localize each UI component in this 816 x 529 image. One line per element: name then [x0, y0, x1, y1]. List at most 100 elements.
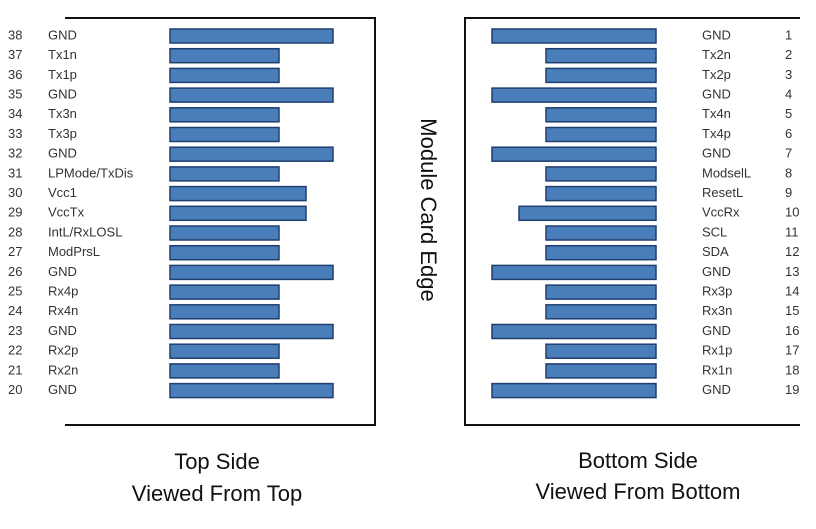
- pin-name: GND: [702, 27, 731, 42]
- pin-name: Tx3p: [48, 126, 77, 141]
- contact: [491, 146, 657, 162]
- contact: [169, 87, 334, 103]
- contact: [491, 264, 657, 281]
- bottom-frame: [464, 17, 800, 426]
- pin-number: 37: [8, 47, 22, 62]
- pin-name: GND: [702, 146, 731, 161]
- pin-number: 30: [8, 185, 22, 200]
- pin-number: 6: [785, 126, 792, 141]
- pin-number: 22: [8, 343, 22, 358]
- pin-name: VccTx: [48, 205, 85, 220]
- contact: [545, 126, 657, 143]
- pin-name: GND: [48, 27, 77, 42]
- pin-name: Rx3p: [702, 284, 732, 299]
- pin-name: SDA: [702, 244, 729, 259]
- contact: [169, 107, 280, 123]
- pin-name: Rx1p: [702, 343, 732, 358]
- card-edge-label: Module Card Edge: [416, 118, 441, 301]
- contact: [169, 382, 334, 399]
- contact: [518, 205, 657, 222]
- contact: [169, 47, 280, 64]
- pin-name: Vcc1: [48, 185, 77, 200]
- pin-name: Tx3n: [48, 106, 77, 121]
- pin-name: IntL/RxLOSL: [48, 224, 122, 239]
- pin-number: 32: [8, 146, 22, 161]
- contact: [491, 28, 657, 44]
- pin-number: 12: [785, 244, 799, 259]
- pin-name: GND: [48, 146, 77, 161]
- pin-number: 10: [785, 205, 799, 220]
- contact: [169, 126, 280, 143]
- contact: [491, 87, 657, 103]
- contact: [169, 363, 280, 379]
- contact: [545, 343, 657, 359]
- pin-number: 23: [8, 323, 22, 338]
- pin-name: GND: [48, 323, 77, 338]
- pin-name: Tx2p: [702, 67, 731, 82]
- contact: [545, 185, 657, 202]
- contact: [545, 225, 657, 241]
- caption: Viewed From Top: [132, 481, 302, 506]
- pin-name: ResetL: [702, 185, 743, 200]
- pin-name: Tx4n: [702, 106, 731, 121]
- pin-number: 7: [785, 146, 792, 161]
- pin-number: 33: [8, 126, 22, 141]
- pin-number: 29: [8, 205, 22, 220]
- pin-name: GND: [48, 87, 77, 102]
- pin-name: Tx1p: [48, 67, 77, 82]
- pin-number: 21: [8, 362, 22, 377]
- contact: [545, 304, 657, 320]
- pin-number: 11: [785, 224, 799, 239]
- pin-number: 16: [785, 323, 799, 338]
- contact: [169, 264, 334, 281]
- pin-name: LPMode/TxDis: [48, 165, 134, 180]
- pin-name: GND: [702, 382, 731, 397]
- pin-name: ModselL: [702, 165, 751, 180]
- pin-number: 4: [785, 87, 792, 102]
- pin-number: 38: [8, 27, 22, 42]
- pin-number: 1: [785, 27, 792, 42]
- pin-name: GND: [48, 382, 77, 397]
- pin-name: GND: [702, 323, 731, 338]
- pin-number: 34: [8, 106, 22, 121]
- contact: [169, 166, 280, 182]
- pin-number: 8: [785, 165, 792, 180]
- contact: [545, 244, 657, 261]
- pin-number: 3: [785, 67, 792, 82]
- contact: [491, 382, 657, 399]
- caption: Bottom Side: [578, 448, 698, 473]
- pin-number: 15: [785, 303, 799, 318]
- contact: [169, 244, 280, 261]
- contact: [491, 323, 657, 340]
- pin-name: Rx4p: [48, 284, 78, 299]
- pin-number: 31: [8, 165, 22, 180]
- contact: [169, 146, 334, 162]
- contact: [545, 363, 657, 379]
- pin-name: Tx2n: [702, 47, 731, 62]
- pin-name: Rx2n: [48, 362, 78, 377]
- pin-number: 35: [8, 87, 22, 102]
- pin-number: 17: [785, 343, 799, 358]
- contact: [169, 185, 307, 202]
- pin-number: 5: [785, 106, 792, 121]
- pin-number: 20: [8, 382, 22, 397]
- contact: [169, 67, 280, 84]
- pin-name: GND: [702, 264, 731, 279]
- caption: Top Side: [174, 449, 260, 474]
- contact: [545, 166, 657, 182]
- pin-name: GND: [48, 264, 77, 279]
- pin-number: 36: [8, 67, 22, 82]
- pin-name: ModPrsL: [48, 244, 100, 259]
- pin-name: VccRx: [702, 205, 740, 220]
- contact: [169, 205, 307, 222]
- pin-name: Tx4p: [702, 126, 731, 141]
- contact: [545, 47, 657, 64]
- pin-number: 26: [8, 264, 22, 279]
- pin-number: 2: [785, 47, 792, 62]
- pin-name: Rx2p: [48, 343, 78, 358]
- pin-number: 14: [785, 284, 799, 299]
- pin-number: 25: [8, 284, 22, 299]
- contact: [169, 323, 334, 340]
- pin-name: Rx4n: [48, 303, 78, 318]
